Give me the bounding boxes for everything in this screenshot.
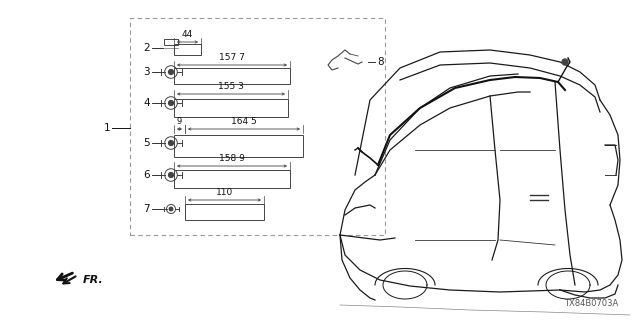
- Text: 6: 6: [143, 170, 150, 180]
- Text: 157 7: 157 7: [219, 53, 245, 62]
- Circle shape: [169, 207, 173, 211]
- Circle shape: [168, 100, 173, 106]
- Bar: [130, 18, 385, 235]
- Text: 155 3: 155 3: [218, 82, 244, 91]
- Bar: [174, 135, 303, 157]
- Circle shape: [562, 59, 568, 65]
- Bar: [174, 170, 290, 188]
- Bar: [164, 39, 178, 45]
- Text: 4: 4: [143, 98, 150, 108]
- Text: 2: 2: [143, 43, 150, 53]
- Text: 7: 7: [143, 204, 150, 214]
- Bar: [174, 68, 290, 84]
- Text: 110: 110: [216, 188, 233, 197]
- Text: 3: 3: [143, 67, 150, 77]
- Text: 164 5: 164 5: [231, 117, 257, 126]
- Text: 158 9: 158 9: [219, 154, 245, 163]
- Bar: [174, 44, 201, 55]
- Text: FR.: FR.: [83, 275, 104, 285]
- Text: 5: 5: [143, 138, 150, 148]
- Text: TX84B0703A: TX84B0703A: [564, 299, 618, 308]
- Text: 8: 8: [377, 57, 383, 67]
- Bar: [174, 99, 288, 117]
- Text: 9: 9: [177, 117, 182, 126]
- Text: 44: 44: [182, 30, 193, 39]
- Circle shape: [168, 172, 173, 178]
- Circle shape: [168, 140, 173, 146]
- Circle shape: [168, 69, 173, 75]
- Bar: [185, 204, 264, 220]
- Text: 1: 1: [104, 123, 110, 133]
